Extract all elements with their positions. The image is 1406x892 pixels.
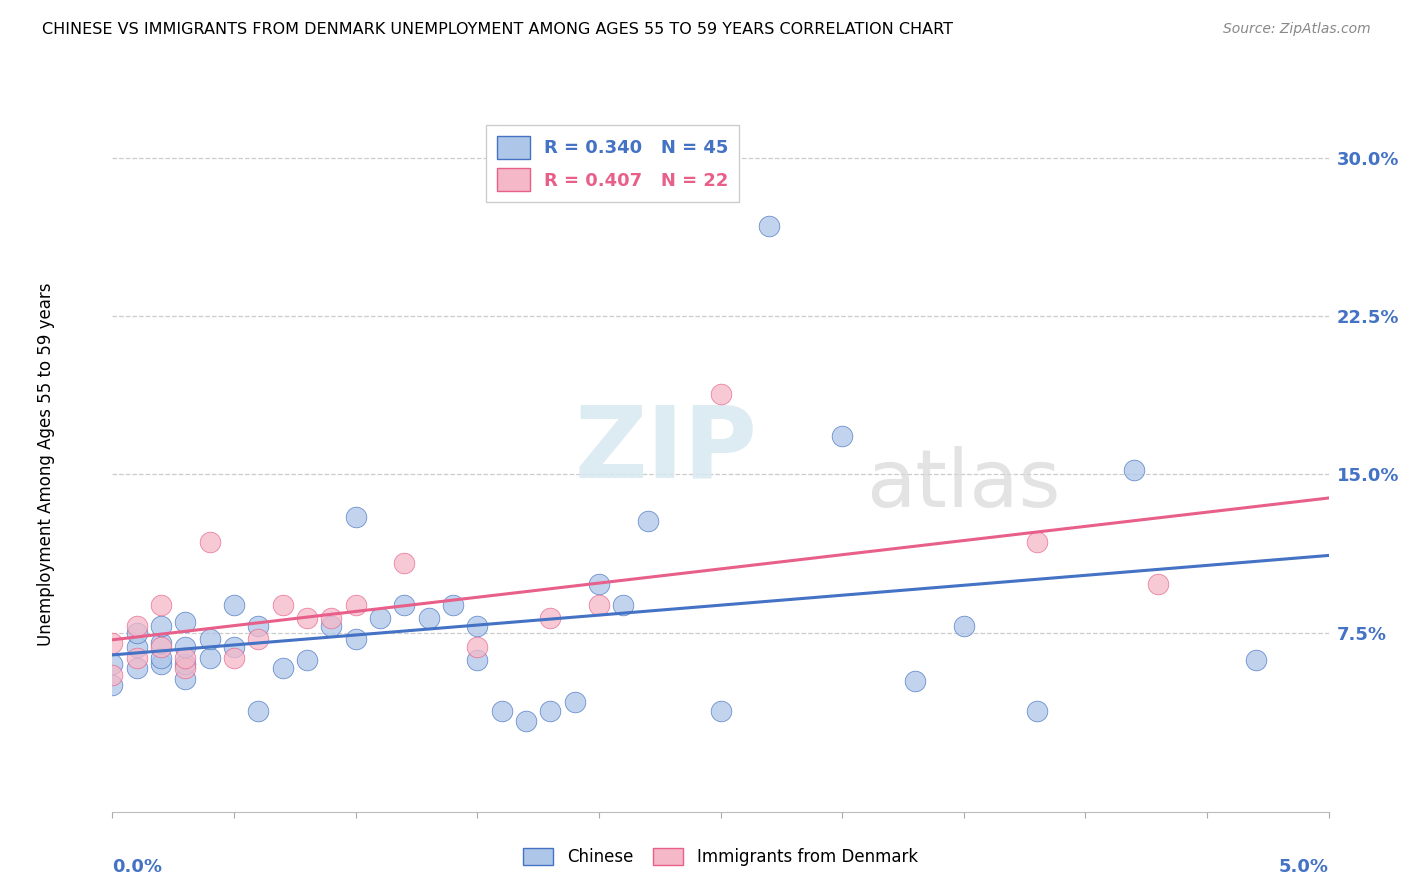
Point bbox=[588, 598, 610, 612]
Point bbox=[247, 619, 270, 633]
Point bbox=[1025, 704, 1047, 718]
Point bbox=[321, 611, 343, 625]
Point bbox=[174, 657, 197, 672]
Point bbox=[198, 650, 221, 665]
Point bbox=[491, 704, 513, 718]
Point bbox=[465, 619, 489, 633]
Point bbox=[222, 650, 246, 665]
Text: CHINESE VS IMMIGRANTS FROM DENMARK UNEMPLOYMENT AMONG AGES 55 TO 59 YEARS CORREL: CHINESE VS IMMIGRANTS FROM DENMARK UNEMP… bbox=[42, 22, 953, 37]
Point bbox=[150, 640, 173, 655]
Text: 0.0%: 0.0% bbox=[112, 858, 163, 876]
Point bbox=[394, 556, 416, 570]
Point bbox=[125, 661, 148, 675]
Point bbox=[418, 611, 440, 625]
Point bbox=[125, 625, 148, 640]
Point bbox=[612, 598, 634, 612]
Point bbox=[1244, 653, 1267, 667]
Point bbox=[198, 534, 221, 549]
Point bbox=[465, 653, 489, 667]
Point bbox=[758, 219, 780, 233]
Point bbox=[247, 704, 270, 718]
Point bbox=[515, 714, 537, 728]
Text: atlas: atlas bbox=[866, 446, 1062, 524]
Legend: Chinese, Immigrants from Denmark: Chinese, Immigrants from Denmark bbox=[517, 841, 924, 873]
Point bbox=[150, 650, 173, 665]
Point bbox=[637, 514, 659, 528]
Point bbox=[394, 598, 416, 612]
Point bbox=[125, 619, 148, 633]
Point bbox=[295, 611, 318, 625]
Point bbox=[271, 661, 294, 675]
Text: ZIP: ZIP bbox=[575, 401, 758, 499]
Point bbox=[368, 611, 391, 625]
Point bbox=[150, 619, 173, 633]
Point bbox=[588, 577, 610, 591]
Point bbox=[101, 678, 124, 692]
Point bbox=[150, 636, 173, 650]
Point bbox=[174, 640, 197, 655]
Point bbox=[247, 632, 270, 646]
Point bbox=[295, 653, 318, 667]
Point bbox=[344, 632, 367, 646]
Point bbox=[953, 619, 976, 633]
Point bbox=[150, 657, 173, 672]
Point bbox=[125, 640, 148, 655]
Point bbox=[321, 619, 343, 633]
Point bbox=[538, 611, 561, 625]
Point bbox=[1123, 463, 1146, 477]
Point bbox=[831, 429, 853, 443]
Point bbox=[344, 598, 367, 612]
Point bbox=[344, 509, 367, 524]
Point bbox=[1025, 534, 1047, 549]
Point bbox=[174, 672, 197, 686]
Point bbox=[271, 598, 294, 612]
Point bbox=[564, 695, 586, 709]
Point bbox=[101, 667, 124, 681]
Point bbox=[709, 387, 731, 401]
Text: 5.0%: 5.0% bbox=[1278, 858, 1329, 876]
Point bbox=[150, 598, 173, 612]
Point bbox=[709, 704, 731, 718]
Point bbox=[125, 650, 148, 665]
Point bbox=[904, 673, 927, 688]
Point bbox=[101, 657, 124, 672]
Point bbox=[465, 640, 489, 655]
Point bbox=[174, 650, 197, 665]
Text: Unemployment Among Ages 55 to 59 years: Unemployment Among Ages 55 to 59 years bbox=[37, 282, 55, 646]
Point bbox=[222, 598, 246, 612]
Point bbox=[222, 640, 246, 655]
Point bbox=[198, 632, 221, 646]
Point bbox=[538, 704, 561, 718]
Point bbox=[101, 636, 124, 650]
Text: Source: ZipAtlas.com: Source: ZipAtlas.com bbox=[1223, 22, 1371, 37]
Point bbox=[1147, 577, 1170, 591]
Point bbox=[174, 661, 197, 675]
Point bbox=[441, 598, 464, 612]
Point bbox=[174, 615, 197, 629]
